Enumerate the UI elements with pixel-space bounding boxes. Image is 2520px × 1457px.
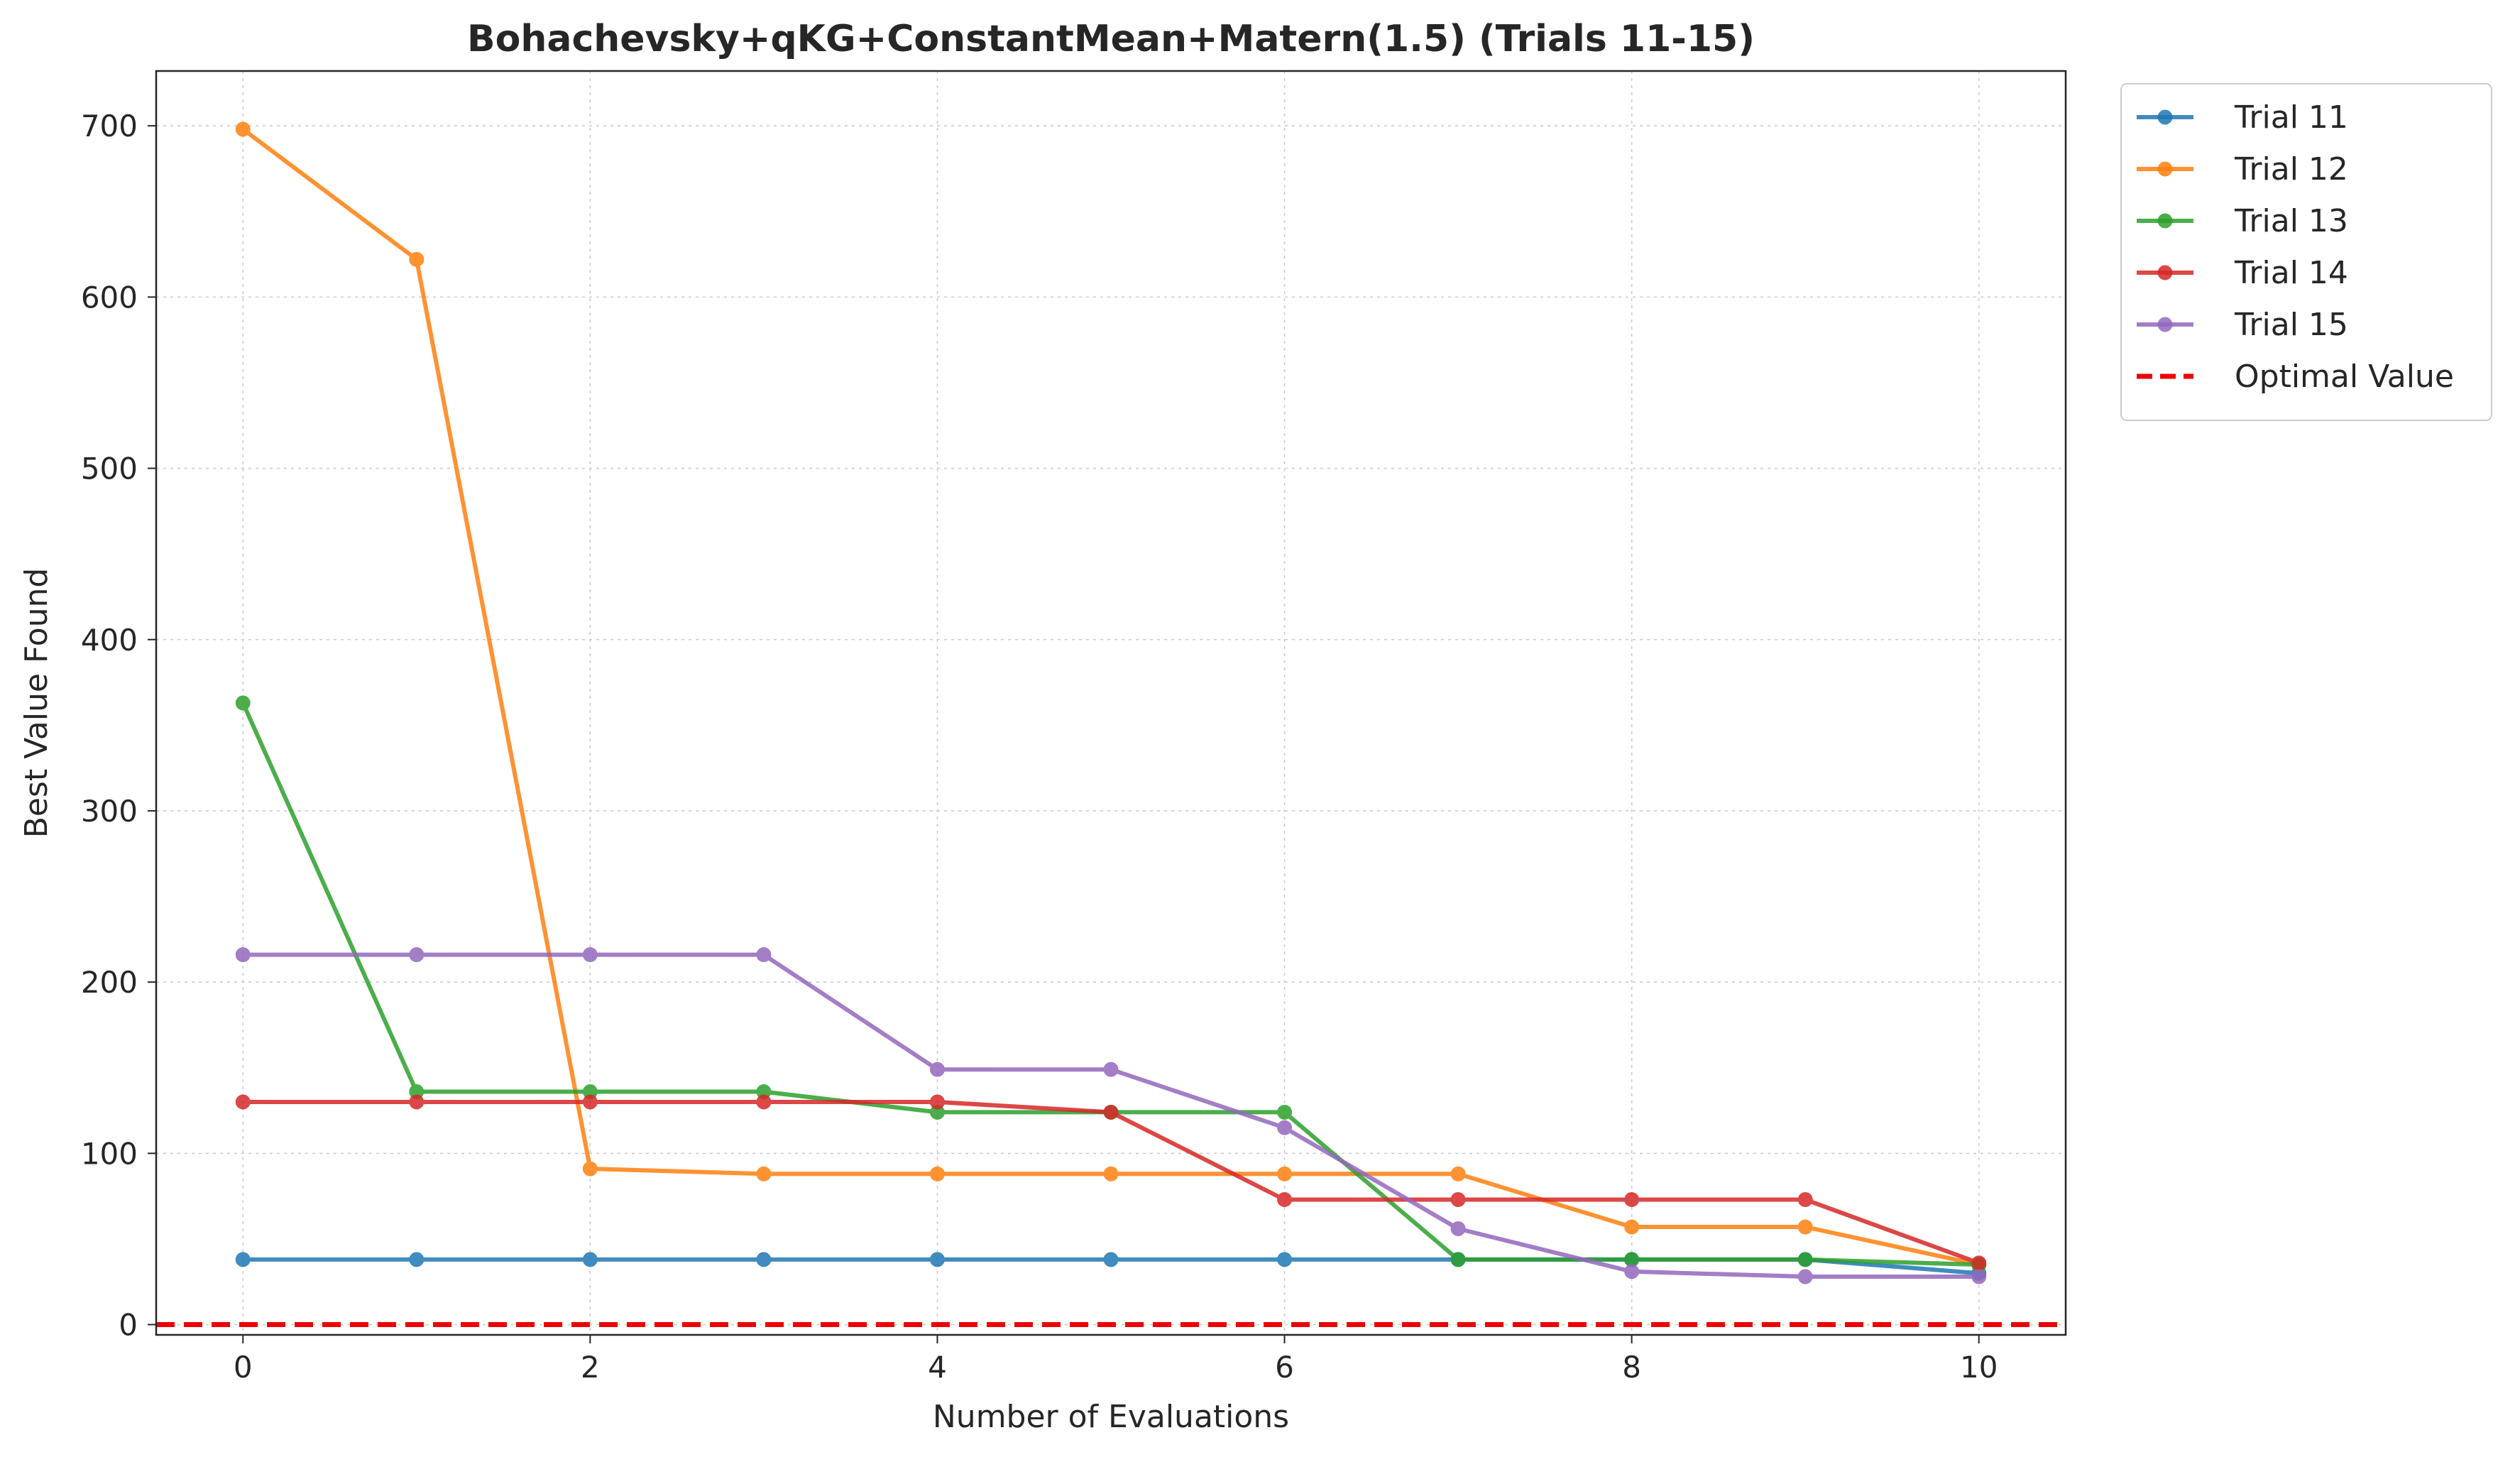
legend-label: Trial 15 <box>2234 307 2348 343</box>
data-point <box>409 251 424 267</box>
y-tick-label: 100 <box>81 1136 138 1171</box>
data-point <box>1277 1104 1293 1120</box>
data-point <box>1971 1255 1987 1271</box>
data-point <box>1103 1104 1119 1120</box>
data-point <box>409 1252 424 1267</box>
data-point <box>235 947 251 963</box>
legend-box <box>2120 83 2492 421</box>
x-axis-label: Number of Evaluations <box>933 1399 1289 1435</box>
data-point <box>756 947 772 963</box>
data-point <box>1450 1166 1466 1182</box>
x-tick-label: 10 <box>1960 1350 1998 1385</box>
data-point <box>235 1252 251 1267</box>
data-point <box>756 1252 772 1267</box>
y-tick-label: 500 <box>81 452 138 486</box>
data-point <box>1277 1252 1293 1267</box>
legend-marker <box>2157 213 2173 229</box>
data-point <box>582 1161 598 1177</box>
legend-label: Trial 14 <box>2234 255 2348 291</box>
y-tick-label: 700 <box>81 109 138 143</box>
data-point <box>409 1094 424 1110</box>
data-point <box>1103 1252 1119 1267</box>
legend-label: Optimal Value <box>2235 359 2454 395</box>
x-tick-label: 6 <box>1275 1350 1294 1385</box>
legend-label: Trial 12 <box>2234 151 2348 187</box>
data-point <box>929 1104 945 1120</box>
x-tick-label: 2 <box>581 1350 600 1385</box>
y-tick-label: 600 <box>81 280 138 315</box>
series-trial-14 <box>235 1094 1987 1271</box>
data-point <box>756 1166 772 1182</box>
y-tick-label: 200 <box>81 965 138 1000</box>
legend-label: Trial 13 <box>2234 203 2348 239</box>
data-point <box>1971 1269 1987 1284</box>
legend-marker <box>2157 109 2173 125</box>
data-point <box>1624 1264 1640 1279</box>
x-tick-label: 8 <box>1622 1350 1641 1385</box>
y-tick-label: 300 <box>81 794 138 829</box>
data-point <box>1797 1252 1813 1267</box>
data-point <box>582 1094 598 1110</box>
y-tick-label: 400 <box>81 623 138 657</box>
data-point <box>1797 1269 1813 1284</box>
data-point <box>582 1084 598 1100</box>
x-tick-label: 0 <box>234 1350 253 1385</box>
data-point <box>1450 1191 1466 1207</box>
series-trial-15 <box>235 947 1987 1284</box>
data-point <box>235 121 251 137</box>
data-point <box>929 1166 945 1182</box>
plot-frame <box>155 70 2067 1336</box>
data-point <box>1277 1191 1293 1207</box>
y-tick-label: 0 <box>119 1308 138 1343</box>
legend-label: Trial 11 <box>2234 99 2348 136</box>
data-point <box>1277 1120 1293 1135</box>
x-tick-label: 4 <box>928 1350 947 1385</box>
data-point <box>929 1094 945 1110</box>
data-point <box>582 947 598 963</box>
data-point <box>1624 1219 1640 1235</box>
data-point <box>1103 1062 1119 1077</box>
data-point <box>1624 1252 1640 1267</box>
data-point <box>582 1252 598 1267</box>
data-point <box>1103 1166 1119 1182</box>
data-point <box>1450 1221 1466 1236</box>
data-point <box>929 1062 945 1077</box>
chart-title: Bohachevsky+qKG+ConstantMean+Matern(1.5)… <box>467 18 1755 60</box>
data-point <box>235 695 251 711</box>
series-trial-12 <box>235 121 1987 1272</box>
legend-marker <box>2157 317 2173 332</box>
data-point <box>1450 1252 1466 1267</box>
legend-marker <box>2157 161 2173 177</box>
data-point <box>1797 1191 1813 1207</box>
series-layer <box>235 121 1987 1284</box>
y-axis-label: Best Value Found <box>18 568 55 839</box>
data-point <box>235 1094 251 1110</box>
data-point <box>1277 1166 1293 1182</box>
data-point <box>1624 1191 1640 1207</box>
data-point <box>409 947 424 963</box>
legend-marker <box>2157 265 2173 280</box>
ticks: 0 100 200 300 400 500 600 700 0 2 4 6 8 10 <box>81 109 1998 1385</box>
data-point <box>1797 1219 1813 1235</box>
data-point <box>929 1252 945 1267</box>
data-point <box>756 1084 772 1100</box>
legend: Trial 11 Trial 12 Trial 13 Trial 14 Trial 15… <box>2120 83 2492 421</box>
data-point <box>756 1094 772 1110</box>
data-point <box>409 1084 424 1100</box>
